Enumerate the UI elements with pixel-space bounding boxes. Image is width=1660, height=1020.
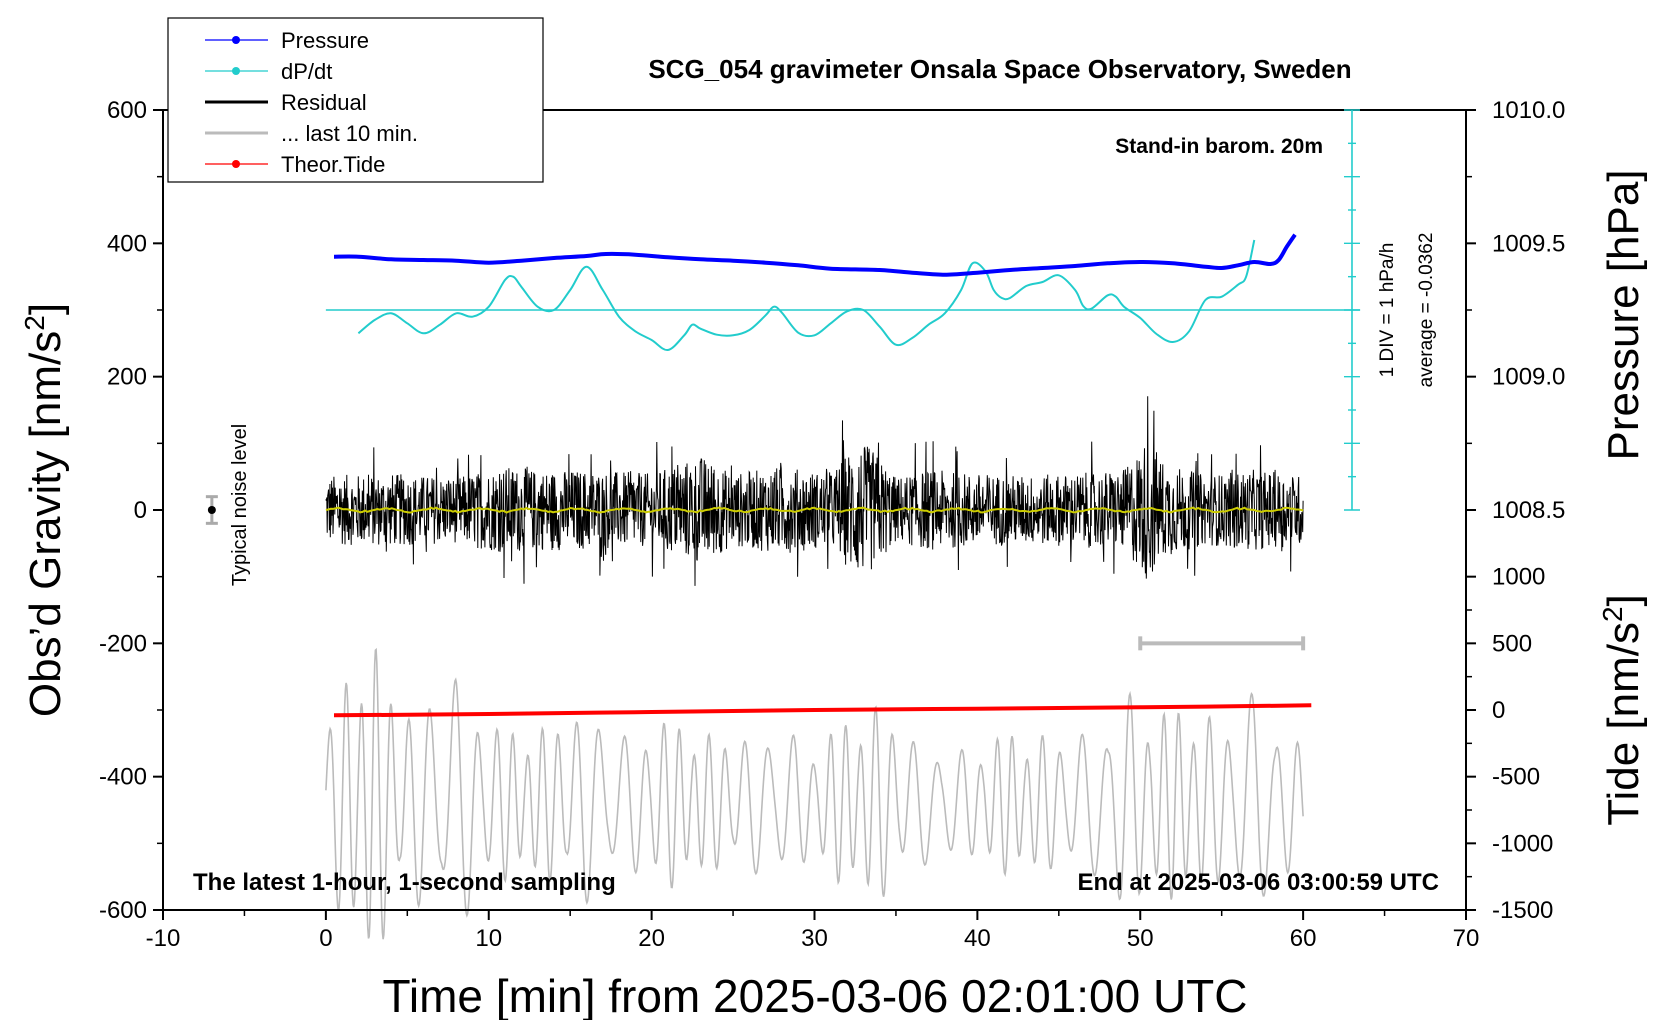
x-tick-label: 50: [1127, 925, 1154, 952]
noise-level-label: Typical noise level: [229, 424, 251, 586]
y-axis-title: Obs’d Gravity [nm/s2]: [19, 303, 70, 717]
legend-entry: ... last 10 min.: [205, 121, 418, 146]
series-theor-tide: [333, 703, 1312, 718]
x-tick-label: 20: [638, 925, 665, 952]
legend-entry: dP/dt: [205, 59, 332, 84]
tide-axis-title-main: Tide [nm/s: [1599, 622, 1648, 826]
legend-label: Pressure: [281, 28, 369, 53]
tide-axis-title-tail: ]: [1599, 594, 1648, 606]
pressure-tick-label: 1008.5: [1492, 497, 1565, 524]
series-dpdt: [357, 239, 1256, 352]
noise-bar-dot: [207, 506, 216, 514]
tide-axis-title-sup: 2: [1597, 606, 1628, 622]
series-last-10-min: [325, 647, 1304, 940]
dpdt-scale-axis: [1343, 109, 1360, 511]
legend-marker: [232, 36, 240, 44]
legend-label: Theor.Tide: [281, 152, 385, 177]
legend-marker: [232, 160, 240, 168]
legend-entry: Theor.Tide: [205, 152, 385, 177]
tide-tick-label: 500: [1492, 630, 1532, 657]
legend-label: ... last 10 min.: [281, 121, 418, 146]
x-tick-label: 40: [964, 925, 991, 952]
y-tick-label: 400: [107, 230, 147, 257]
series-pressure: [333, 233, 1297, 277]
x-tick-label: 70: [1453, 925, 1480, 952]
tide-tick-label: 1000: [1492, 564, 1545, 591]
last-10-min-range-bar: [1138, 636, 1306, 651]
legend-label: dP/dt: [281, 59, 332, 84]
y-axis-ticks: -600 -400 -200 0 200 400 600: [99, 97, 163, 924]
x-tick-label: 0: [319, 925, 332, 952]
legend: Pressure dP/dt Residual ... last 10 min. The…: [167, 17, 544, 183]
legend-box: [167, 17, 544, 183]
series-residual: [325, 396, 1304, 586]
latest-hour-note: The latest 1-hour, 1-second sampling: [193, 869, 616, 896]
series-layer: [325, 233, 1361, 940]
stand-in-barometer-note: Stand-in barom. 20m: [1115, 135, 1323, 158]
series-residual-smoothed: [325, 506, 1304, 514]
x-tick-label: 60: [1290, 925, 1317, 952]
legend-marker: [232, 67, 240, 75]
y-axis-title-main: Obs’d Gravity [nm/s: [21, 331, 70, 717]
x-axis-title: Time [min] from 2025-03-06 02:01:00 UTC: [383, 970, 1248, 1020]
x-tick-label: 10: [475, 925, 502, 952]
legend-entry: Residual: [205, 90, 367, 115]
y-tick-label: 0: [134, 497, 147, 524]
dpdt-average-label: average = -0.0362: [1416, 233, 1437, 388]
chart-title: SCG_054 gravimeter Onsala Space Observat…: [648, 54, 1351, 84]
pressure-axis-title: Pressure [hPa]: [1599, 169, 1648, 460]
x-tick-label: 30: [801, 925, 828, 952]
legend-entry: Pressure: [205, 28, 369, 53]
end-time-note: End at 2025-03-06 03:00:59 UTC: [1078, 869, 1440, 896]
typical-noise-bar: [205, 495, 218, 525]
y-tick-label: -400: [99, 764, 147, 791]
tide-axis-ticks: -1500 -1000 -500 0 500 1000: [1466, 564, 1553, 924]
y-tick-label: 200: [107, 364, 147, 391]
x-tick-label: -10: [146, 925, 181, 952]
pressure-tick-label: 1010.0: [1492, 97, 1565, 124]
tide-tick-label: -500: [1492, 764, 1540, 791]
x-axis-ticks: -10 0 10 20 30 40 50 60 70: [146, 910, 1480, 952]
legend-label: Residual: [281, 90, 367, 115]
y-axis-title-sup: 2: [19, 315, 50, 331]
tide-axis-title: Tide [nm/s2]: [1597, 594, 1648, 826]
dpdt-div-label: 1 DIV = 1 hPa/h: [1377, 243, 1398, 378]
y-tick-label: -600: [99, 897, 147, 924]
pressure-tick-label: 1009.0: [1492, 364, 1565, 391]
y-tick-label: -200: [99, 630, 147, 657]
y-tick-label: 600: [107, 97, 147, 124]
y-axis-title-tail: ]: [21, 303, 70, 315]
tide-tick-label: -1000: [1492, 830, 1553, 857]
tide-tick-label: -1500: [1492, 897, 1553, 924]
pressure-tick-label: 1009.5: [1492, 230, 1565, 257]
tide-tick-label: 0: [1492, 697, 1505, 724]
